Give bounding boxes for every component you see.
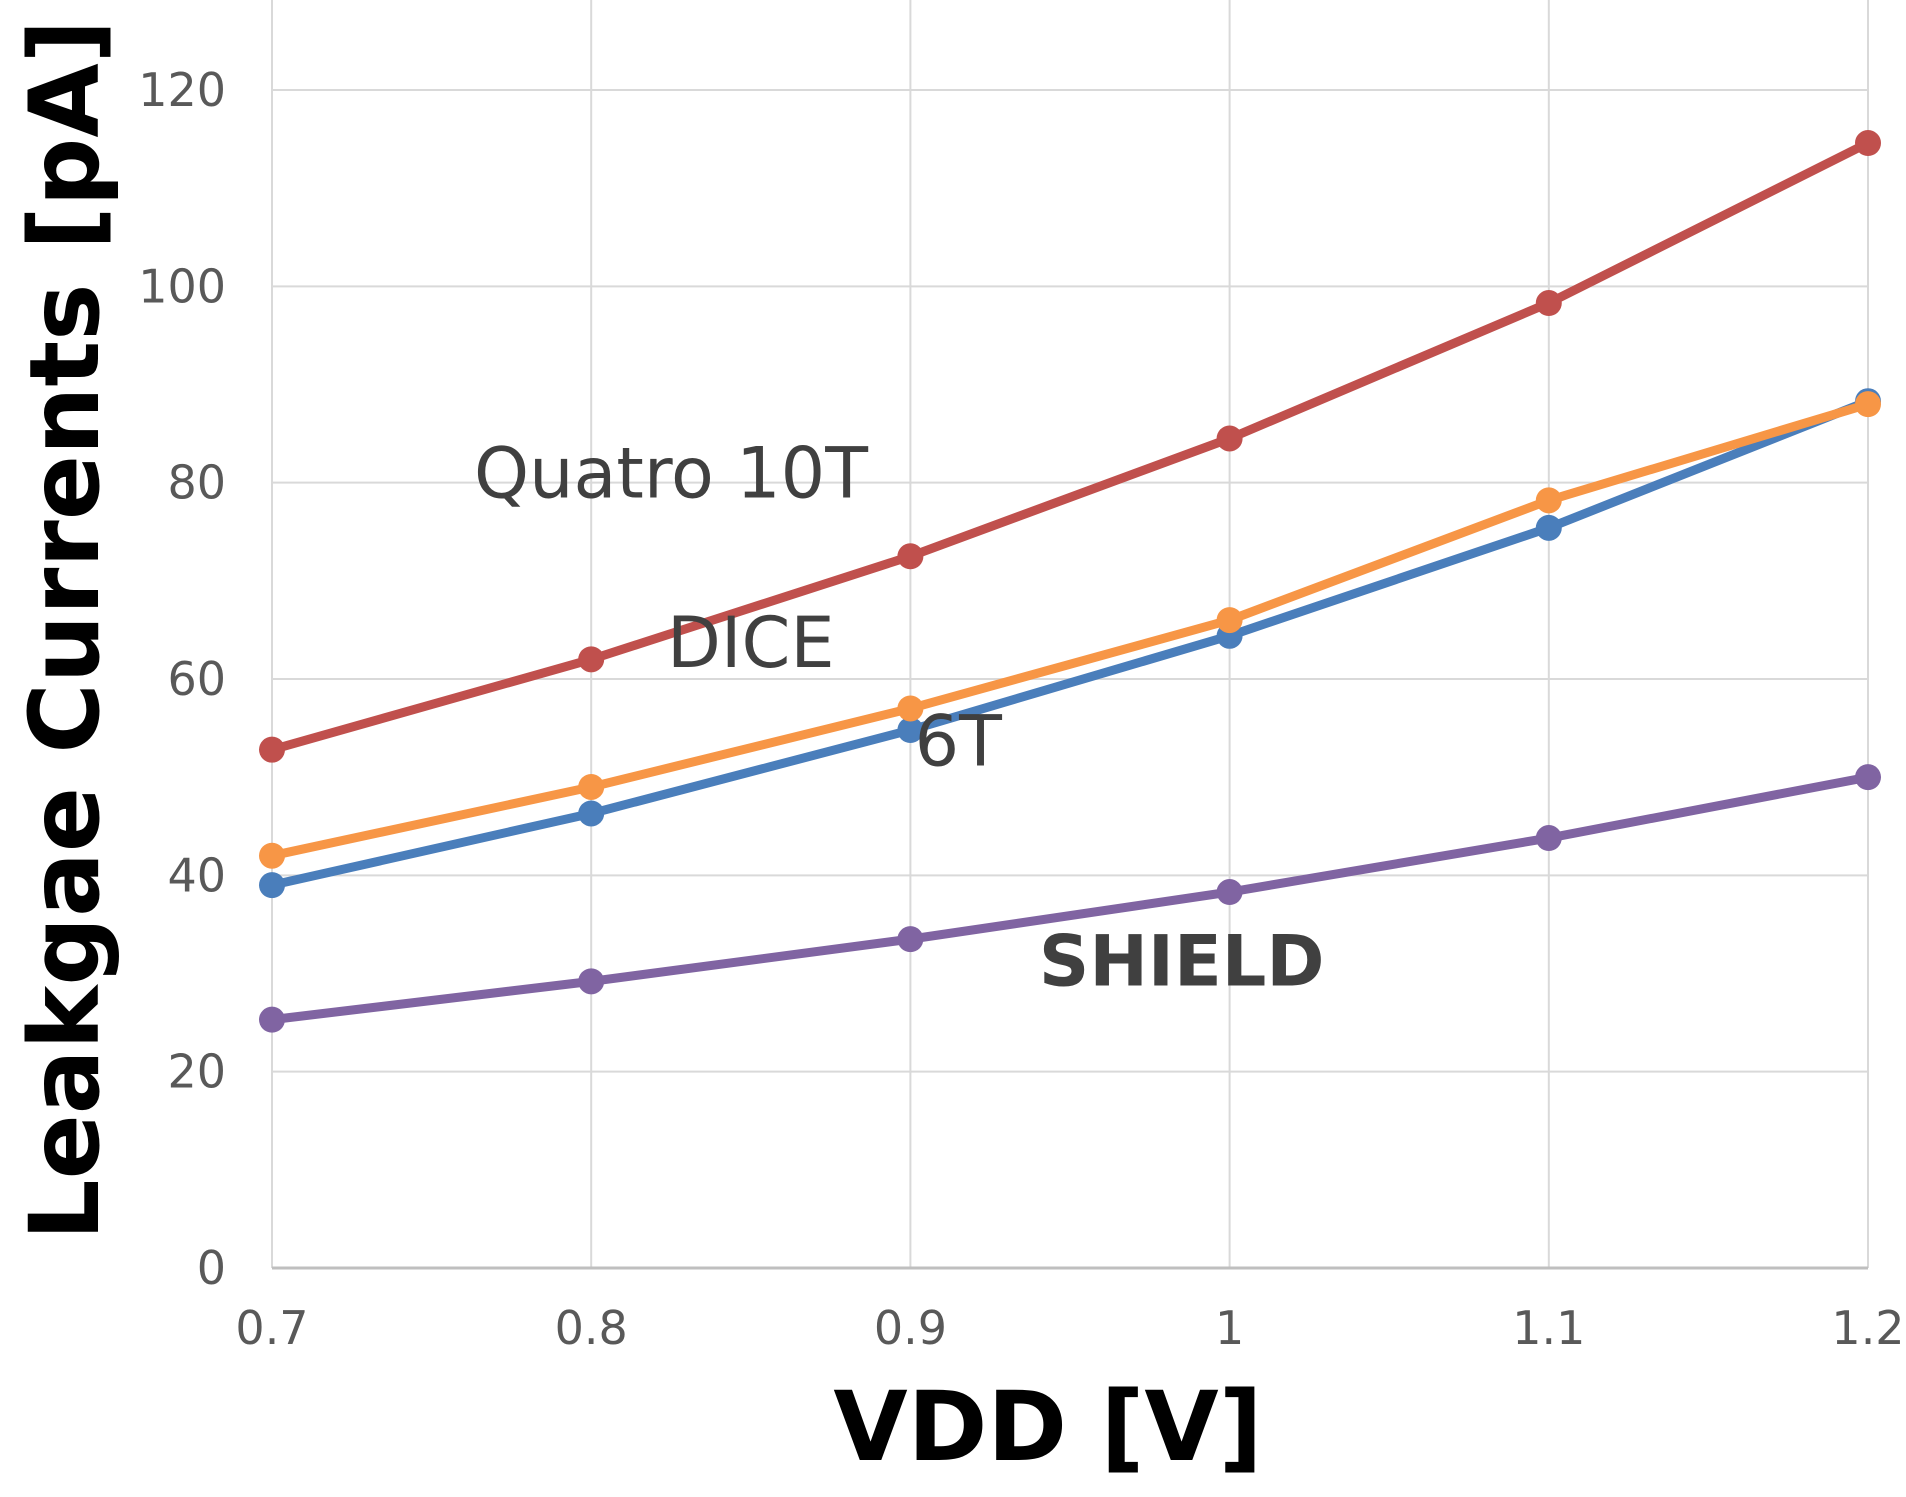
series-label-shield: SHIELD: [1039, 920, 1325, 1002]
data-point-shield: [1535, 825, 1562, 852]
y-tick-label: 80: [167, 456, 226, 510]
data-point-6t: [1535, 514, 1562, 541]
data-point-quatro-10t: [1855, 130, 1881, 157]
data-point-shield: [578, 968, 605, 995]
data-point-dice: [1855, 391, 1881, 418]
series-label-dice: DICE: [667, 602, 835, 684]
data-point-quatro-10t: [1535, 290, 1562, 317]
data-point-dice: [578, 773, 605, 800]
series-line-shield: [267, 772, 1873, 1025]
series-lines: [267, 138, 1873, 1025]
data-point-dice: [1535, 487, 1562, 514]
y-axis-title: Leakgae Currents [pA]: [9, 19, 121, 1240]
data-point-shield: [259, 1006, 285, 1033]
data-point-dice: [259, 842, 285, 869]
gridlines: [271, 0, 1869, 1269]
data-point-quatro-10t: [1216, 425, 1243, 452]
data-point-6t: [897, 717, 924, 744]
x-tick-label: 0.9: [874, 1301, 947, 1355]
series-line-quatro-10t: [267, 138, 1873, 755]
y-tick-label: 120: [138, 63, 226, 117]
x-tick-label: 0.8: [555, 1301, 628, 1355]
data-point-quatro-10t: [259, 736, 285, 763]
x-tick-label: 0.7: [235, 1301, 308, 1355]
data-point-quatro-10t: [578, 646, 605, 673]
y-tick-label: 40: [167, 848, 226, 902]
data-point-shield: [1216, 879, 1243, 906]
x-axis-title: VDD [V]: [833, 1371, 1262, 1483]
y-tick-label: 100: [138, 259, 226, 313]
x-tick-label: 1.1: [1512, 1301, 1585, 1355]
x-tick-label: 1.2: [1831, 1301, 1904, 1355]
data-point-6t: [259, 872, 285, 899]
series-line-6t: [267, 396, 1873, 890]
series-label-6t: 6T: [915, 700, 1003, 782]
data-point-shield: [897, 926, 924, 953]
y-tick-label: 60: [167, 652, 226, 706]
y-tick-label: 0: [197, 1241, 226, 1295]
data-point-dice: [1216, 607, 1243, 634]
x-tick-label: 1: [1215, 1301, 1244, 1355]
data-point-dice: [897, 695, 924, 722]
series-annotations: Quatro 10T DICE 6T SHIELD: [474, 432, 1324, 1002]
axes: 0 20 40 60 80 100 120 0.7 0.8 0.9 1 1.1 1.2: [138, 63, 1904, 1355]
y-tick-label: 20: [167, 1045, 226, 1099]
data-point-shield: [1855, 764, 1881, 791]
series-markers: [259, 130, 1881, 1033]
data-point-quatro-10t: [897, 543, 924, 570]
series-label-quatro-10t: Quatro 10T: [474, 432, 868, 514]
series-line-dice: [267, 399, 1873, 861]
data-point-6t: [578, 800, 605, 827]
